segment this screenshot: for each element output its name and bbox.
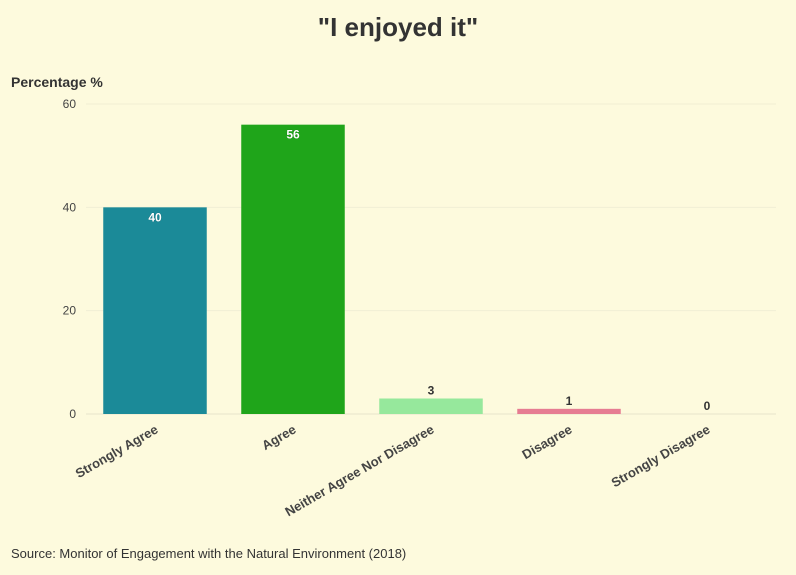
y-tick-label: 60 bbox=[63, 97, 77, 111]
bars bbox=[103, 124, 621, 415]
x-tick-label: Agree bbox=[259, 422, 298, 453]
y-axis-ticks: 0 20 40 60 bbox=[63, 97, 77, 421]
y-axis-title: Percentage % bbox=[11, 74, 103, 90]
data-labels: 40 56 3 1 0 bbox=[148, 127, 711, 413]
data-label: 3 bbox=[428, 384, 435, 398]
x-tick-label: Strongly Agree bbox=[73, 422, 161, 481]
data-label: 0 bbox=[704, 399, 711, 413]
data-label: 40 bbox=[148, 210, 162, 224]
y-tick-label: 40 bbox=[63, 200, 77, 214]
source-note: Source: Monitor of Engagement with the N… bbox=[11, 546, 407, 561]
y-tick-label: 0 bbox=[69, 407, 76, 421]
x-tick-label: Neither Agree Nor Disagree bbox=[282, 422, 436, 520]
bar[interactable] bbox=[103, 207, 207, 414]
x-tick-label: Strongly Disagree bbox=[609, 422, 713, 491]
y-tick-label: 20 bbox=[63, 304, 77, 318]
bar[interactable] bbox=[517, 408, 621, 414]
data-label: 56 bbox=[286, 128, 300, 142]
x-tick-label: Disagree bbox=[519, 422, 574, 462]
bar[interactable] bbox=[241, 124, 345, 415]
bar[interactable] bbox=[379, 398, 483, 415]
data-label: 1 bbox=[566, 394, 573, 408]
chart-title: "I enjoyed it" bbox=[317, 12, 479, 42]
